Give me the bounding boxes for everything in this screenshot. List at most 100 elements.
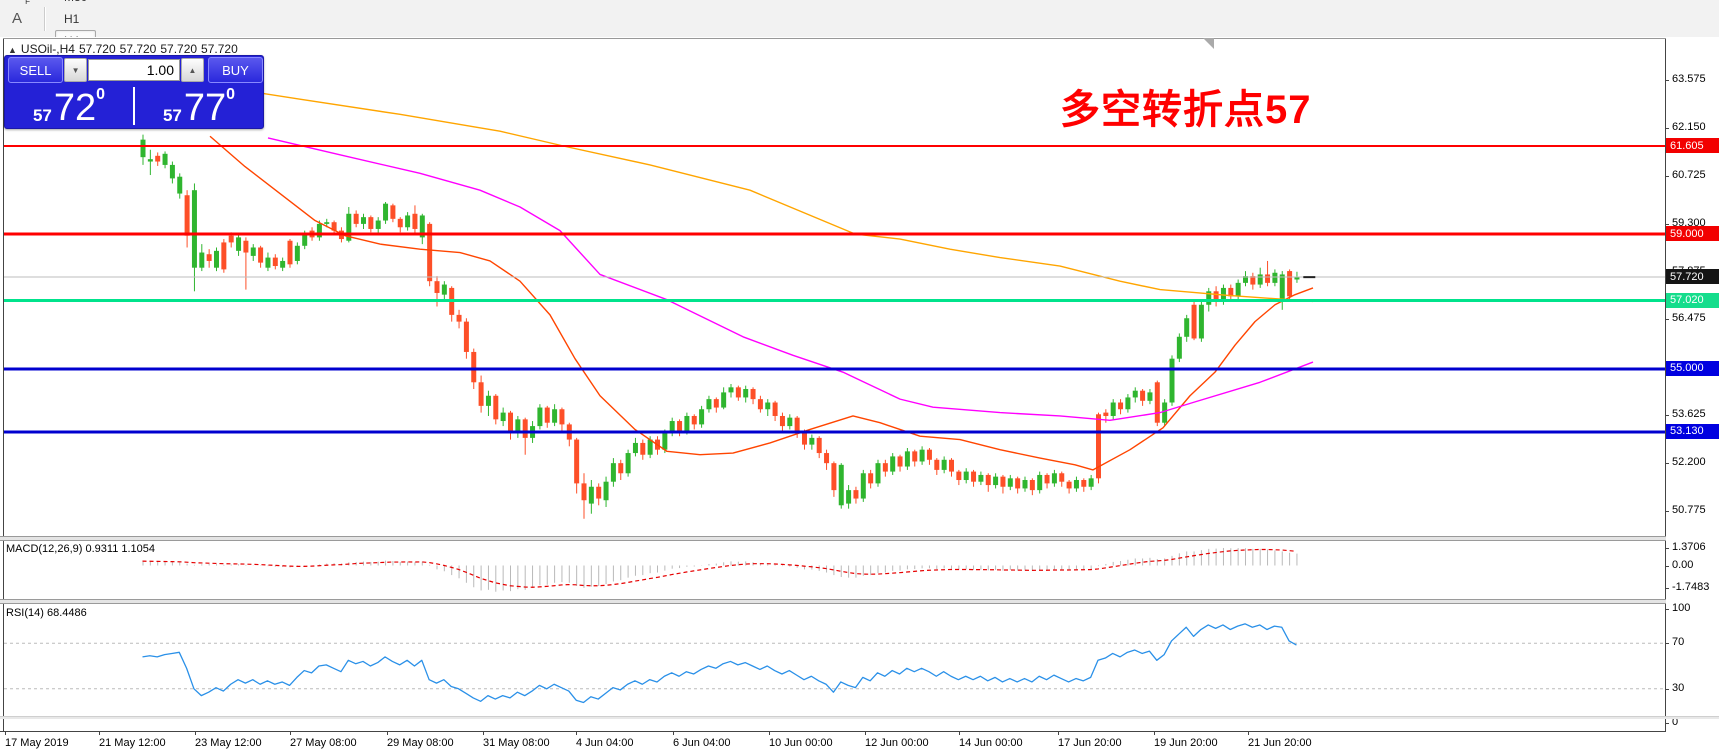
axis-tick-mark [1665,223,1669,225]
rsi-value: 68.4486 [46,607,87,619]
rsi-tick-label: 0 [1672,716,1679,728]
rsi-panel-splitter[interactable] [0,599,1666,604]
chart-shift-marker[interactable] [1203,38,1214,49]
date-label: 21 Jun 20:00 [1248,737,1312,749]
date-tick-mark [769,731,770,735]
buy-price-display[interactable]: 57 77 0 [135,85,263,127]
price-tick-label: 59.300 [1672,216,1706,229]
date-tick-mark [1154,731,1155,735]
sell-price-int: 57 [32,106,52,125]
price-level-badge: 53.130 [1666,423,1719,439]
date-label: 12 Jun 00:00 [865,737,929,749]
chart-annotation-text: 多空转折点57 [1060,88,1312,132]
axis-tick-mark [1665,511,1669,513]
price-divider [133,87,135,125]
window-bottom-strip [0,716,1719,719]
date-tick-mark [576,731,577,735]
volume-decrease-button[interactable]: ▼ [64,58,87,82]
date-label: 27 May 08:00 [290,737,357,749]
axis-tick-mark [1665,415,1669,417]
axis-tick-mark [1665,723,1669,724]
date-tick-mark [387,731,388,735]
rsi-tick-label: 30 [1672,681,1685,694]
toolbar: ✎E▦FAT✦▾ M1M5M15M30H1H4D1W1MN [0,0,1719,114]
rsi-tick-label: 70 [1672,636,1685,649]
axis-tick-mark [1665,463,1669,465]
axis-tick-mark [1665,643,1669,645]
date-tick-mark [5,731,6,735]
volume-input[interactable] [88,59,180,81]
ma-fast [209,135,1314,471]
sell-button[interactable]: SELL [8,57,64,83]
grid-icon[interactable]: ▦F [10,0,30,6]
price-chart-canvas[interactable] [0,37,1719,755]
date-tick-mark [99,731,100,735]
axis-tick-mark [1665,547,1669,549]
one-click-trade-panel: SELL ▼ ▲ BUY 57 72 0 57 77 0 [4,55,264,129]
quote-open: 57.720 [78,42,116,56]
macd-label: MACD(12,26,9) 0.9311 1.1054 [6,543,156,555]
axis-tick-mark [1665,587,1669,589]
price-level-badge: 57.720 [1666,269,1719,285]
macd-tick-label: 1.3706 [1672,540,1706,553]
price-level-badge: 61.605 [1666,138,1719,154]
date-label: 29 May 08:00 [387,737,454,749]
date-tick-mark [865,731,866,735]
macd-signal-value: 1.1054 [121,543,156,555]
symbol-label: USOil-,H4 [20,42,75,56]
volume-increase-button[interactable]: ▲ [181,58,204,82]
collapse-icon[interactable]: ▲ [8,45,17,55]
date-tick-mark [673,731,674,735]
buy-price-point: 0 [226,86,236,103]
axis-tick-mark [1665,688,1669,690]
axis-tick-mark [1665,79,1669,81]
sell-price-point: 0 [96,86,106,103]
date-tick-mark [1248,731,1249,735]
buy-button[interactable]: BUY [207,57,263,83]
date-label: 19 Jun 20:00 [1154,737,1218,749]
toolbar-separator [44,6,46,31]
ma-slow [234,88,1314,303]
date-label: 6 Jun 04:00 [673,737,731,749]
price-level-badge: 59.000 [1666,226,1719,241]
macd-tick-label: -1.7483 [1672,580,1710,593]
buy-price-pips: 77 [183,86,227,129]
text-label-icon[interactable]: A [11,10,22,27]
axis-tick-mark [1665,175,1669,177]
axis-tick-mark [1665,127,1669,129]
ma-mid [267,137,1314,422]
rsi-label: RSI(14) 68.4486 [6,607,87,619]
price-tick-label: 53.625 [1672,408,1706,421]
date-label: 17 Jun 20:00 [1058,737,1122,749]
date-label: 31 May 08:00 [483,737,550,749]
axis-tick-mark [1665,319,1669,321]
price-tick-label: 60.725 [1672,168,1706,181]
price-level-badge: 55.000 [1666,360,1719,376]
date-label: 23 May 12:00 [195,737,262,749]
date-label: 21 May 12:00 [99,737,166,749]
macd-panel-splitter[interactable] [0,536,1666,541]
timeframe-button-h1[interactable]: H1 [64,11,80,26]
timeframe-button-m30[interactable]: M30 [55,0,96,8]
date-tick-mark [290,731,291,735]
time-axis-line[interactable] [0,731,1666,732]
date-label: 17 May 2019 [5,737,69,749]
macd-main-value: 0.9311 [85,543,119,555]
date-label: 14 Jun 00:00 [959,737,1023,749]
sell-price-display[interactable]: 57 72 0 [5,85,133,127]
rsi-tick-label: 100 [1672,602,1691,614]
price-tick-label: 62.150 [1672,120,1706,133]
chart-region: ▲ USOil-,H4 57.720 57.720 57.720 57.720 SELL … [0,37,1719,755]
chart-border-top [3,38,1666,39]
date-label: 4 Jun 04:00 [576,737,634,749]
macd-tick-label: 0.00 [1672,558,1694,571]
quote-bar: ▲ USOil-,H4 57.720 57.720 57.720 57.720 [8,42,242,56]
price-axis-line[interactable] [1665,38,1666,732]
price-tick-label: 56.475 [1672,312,1706,325]
sell-price-pips: 72 [53,86,97,129]
axis-tick-mark [1665,565,1669,567]
price-tick-label: 50.775 [1672,504,1706,517]
date-tick-mark [1058,731,1059,735]
axis-tick-mark [1665,609,1669,610]
